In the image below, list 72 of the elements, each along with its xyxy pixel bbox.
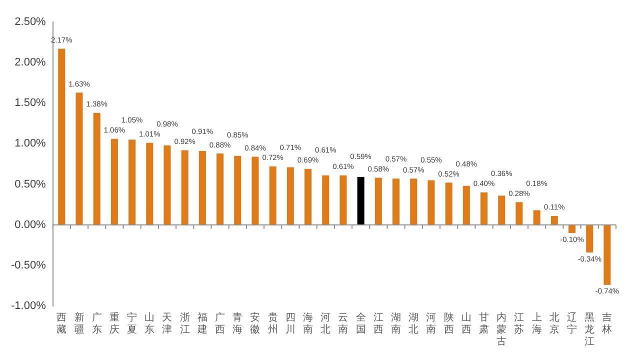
bar [128,140,136,225]
y-tick-label: 0.50% [14,178,46,190]
x-tick-label: 天津 [162,312,172,336]
bar [604,224,611,285]
x-tick-label: 海南 [303,312,314,336]
x-tick-label: 内蒙古 [496,312,507,348]
bar [76,92,83,225]
x-tick-label: 陕西 [444,312,454,336]
bar [340,175,347,225]
y-tick-label: 1.00% [14,138,46,150]
x-tick-label: 北京 [549,312,560,336]
bar [181,150,188,225]
x-tick-label: 四川 [285,312,296,336]
x-tick-label: 重庆 [109,312,120,336]
x-tick-label: 河北 [320,312,331,336]
bar [234,156,242,225]
bar [410,178,418,225]
x-tick-label: 甘肃 [479,312,490,336]
x-tick-label: 贵州 [268,312,278,336]
bar [286,167,294,225]
x-tick-label: 湖北 [408,312,419,336]
x-tick-label: 江苏 [514,312,524,336]
x-tick-label: 辽宁 [567,312,578,336]
bar [498,196,506,225]
bar [322,175,330,225]
bar [586,224,594,252]
y-tick-label: 1.50% [14,97,46,110]
bar [216,153,224,225]
x-tick-label: 广西 [215,312,226,336]
bar [146,142,154,225]
x-tick-label: 山西 [461,312,472,336]
x-tick-label: 江西 [373,312,384,336]
bar [58,48,66,225]
y-tick-label: 0.00% [14,218,46,231]
x-tick-label: 西藏 [56,312,67,336]
x-tick-label: 吉林 [601,312,612,336]
bar [428,180,435,225]
bar [462,186,470,225]
x-tick-label: 青海 [232,312,243,336]
bar [516,202,523,225]
bar [550,216,558,225]
x-tick-label: 福建 [196,312,208,336]
x-tick-label: 山东 [144,312,155,336]
y-tick-label: -1.00% [10,300,46,312]
y-tick-label: 2.50% [14,16,46,28]
x-tick-label: 新疆 [74,312,84,336]
x-tick-label: 广东 [92,312,102,336]
bar [93,112,100,225]
x-tick-label: 全国 [356,312,366,336]
bar [304,168,312,225]
x-tick-label: 黑龙江 [584,312,595,348]
bar [392,178,400,225]
y-tick-label: 2.00% [14,56,46,69]
bar [198,151,206,225]
bar [357,176,364,225]
x-tick-label: 湖南 [391,312,402,336]
bar [568,224,576,233]
x-tick-label: 云南 [338,312,348,336]
bar [164,145,171,225]
y-tick-label: -0.50% [10,259,46,272]
x-tick-label: 上海 [532,312,542,336]
bar [110,138,118,225]
bar [252,156,259,225]
x-tick-label: 浙江 [180,312,190,336]
bar [445,182,452,225]
x-tick-label: 河南 [426,312,436,336]
x-tick-label: 宁夏 [127,312,138,336]
bar [480,192,488,225]
bar [269,166,276,225]
x-tick-label: 安徽 [250,312,260,336]
bar [533,210,540,225]
bar [374,178,382,225]
